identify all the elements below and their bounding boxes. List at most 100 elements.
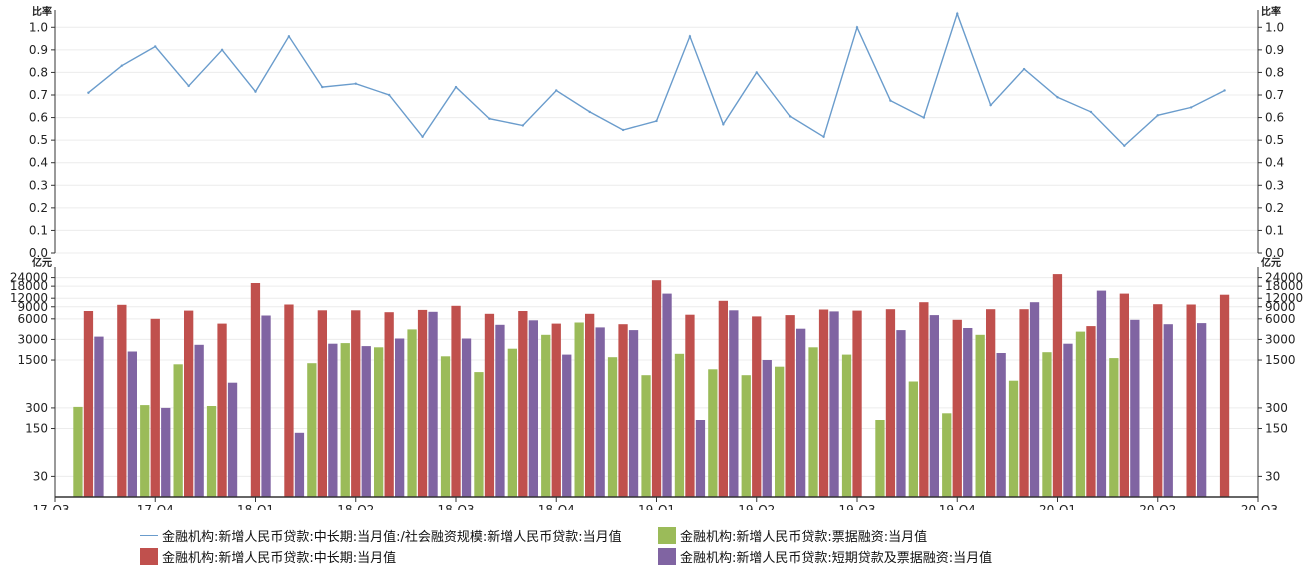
medium-long-term-loan-bar (1052, 274, 1063, 497)
bill-financing-bar (407, 329, 417, 497)
short-term-and-bill-bar (662, 293, 672, 497)
top-right-tick-label: 0.1 (1265, 223, 1284, 237)
bill-financing-bar (775, 366, 785, 497)
bill-financing-bar (541, 334, 551, 497)
bottom-left-tick-label: 1500 (17, 353, 48, 367)
medium-long-term-loan-bar (785, 315, 795, 497)
top-right-tick-label: 1.0 (1265, 20, 1284, 34)
ratio-line-point (521, 124, 525, 127)
medium-long-term-loan-bar (651, 280, 662, 497)
x-tick-label: 19-Q3 (838, 503, 875, 510)
medium-long-term-loan-bar (885, 309, 896, 497)
bill-financing-bar (607, 357, 618, 497)
short-term-and-bill-bar (996, 353, 1006, 497)
medium-long-term-loan-bar (1086, 326, 1096, 497)
medium-long-term-loan-bar (952, 319, 962, 497)
legend-green-series: 金融机构:新增人民币贷款:票据融资:当月值 (658, 526, 927, 545)
medium-long-term-loan-bar (718, 300, 728, 497)
bottom-right-tick-label: 12000 (1265, 291, 1303, 305)
bottom-left-unit-label: 亿元 (32, 256, 52, 269)
bottom-left-tick-label: 24000 (10, 271, 48, 285)
top-right-tick-label: 0.0 (1265, 246, 1284, 260)
short-term-and-bill-bar (428, 311, 438, 497)
top-left-unit-label: 比率 (32, 5, 52, 18)
ratio-line-point (1223, 89, 1226, 92)
medium-long-term-loan-bar (518, 311, 528, 497)
bottom-right-unit-label: 亿元 (1261, 256, 1281, 269)
short-term-and-bill-bar (161, 407, 171, 497)
ratio-line-point (822, 135, 825, 138)
ratio-line-point (621, 128, 625, 132)
top-left-tick-label: 1.0 (29, 20, 48, 34)
bill-financing-bar (307, 363, 317, 497)
legend-purple-label: 金融机构:新增人民币贷款:短期贷款及票据融资:当月值 (680, 551, 993, 566)
bottom-right-tick-label: 9000 (1265, 300, 1296, 314)
bill-financing-bar (1008, 380, 1019, 497)
ratio-line-point (488, 117, 491, 120)
ratio-line-point (655, 119, 658, 123)
medium-long-term-loan-bar (919, 302, 929, 497)
short-term-and-bill-bar (695, 420, 706, 497)
ratio-line-point (254, 90, 257, 93)
bottom-right-tick-label: 150 (1265, 422, 1288, 436)
short-term-and-bill-bar (227, 382, 238, 497)
legend-purple-series: 金融机构:新增人民币贷款:短期贷款及票据融资:当月值 (658, 547, 992, 566)
ratio-line-point (321, 85, 324, 89)
ratio-line-point (220, 48, 224, 52)
bill-financing-bar (641, 375, 651, 497)
top-left-tick-label: 0.4 (29, 156, 48, 170)
x-tick-label: 18-Q2 (337, 503, 374, 510)
top-left-tick-label: 0.3 (29, 178, 48, 192)
top-left-tick-label: 0.9 (29, 43, 48, 57)
ratio-line-point (187, 84, 190, 88)
short-term-and-bill-bar (1197, 323, 1207, 497)
ratio-line-point (956, 12, 959, 15)
bill-financing-bar (975, 334, 985, 497)
top-left-tick-label: 0.8 (29, 65, 48, 79)
medium-long-term-loan-bar (585, 313, 595, 497)
bill-financing-bar (741, 375, 751, 497)
bottom-left-tick-label: 150 (25, 422, 48, 436)
short-term-and-bill-bar (562, 354, 572, 497)
x-tick-label: 17-Q4 (137, 503, 174, 510)
medium-long-term-loan-bar (117, 304, 127, 497)
ratio-line-point (989, 103, 992, 107)
top-right-tick-label: 0.5 (1265, 133, 1284, 147)
short-term-and-bill-bar (361, 346, 371, 497)
ratio-line-point (788, 115, 792, 118)
bill-financing-bar (474, 372, 484, 497)
ratio-line-point (722, 123, 725, 126)
legend-red-series: 金融机构:新增人民币贷款:中长期:当月值 (140, 547, 396, 566)
x-tick-label: 20-Q1 (1039, 503, 1076, 510)
legend-line-swatch (140, 535, 158, 536)
short-term-and-bill-bar (395, 338, 405, 497)
bottom-left-tick-label: 18000 (10, 279, 48, 293)
medium-long-term-loan-bar (618, 324, 628, 497)
short-term-and-bill-bar (528, 320, 538, 497)
short-term-and-bill-bar (261, 315, 271, 497)
short-term-and-bill-bar (328, 343, 338, 497)
chart-canvas: 0.0 0.0 0.1 0.1 0.2 0.2 0.3 0.3 0.4 0.4 0.5 0.5 0.6 0… (10, 5, 1303, 510)
short-term-and-bill-bar (762, 360, 772, 497)
x-tick-label: 19-Q2 (738, 503, 775, 510)
bottom-right-tick-label: 24000 (1265, 271, 1303, 285)
bill-financing-bar (1075, 331, 1086, 497)
ratio-line-point (287, 35, 291, 38)
bill-financing-bar (340, 343, 350, 497)
short-term-and-bill-bar (1029, 302, 1040, 497)
medium-long-term-loan-bar (384, 312, 394, 497)
bottom-left-tick-label: 300 (25, 401, 48, 415)
top-right-unit-label: 比率 (1261, 5, 1281, 18)
medium-long-term-loan-bar (551, 323, 561, 497)
short-term-and-bill-bar (1163, 324, 1173, 497)
short-term-and-bill-bar (194, 344, 204, 497)
bill-financing-bar (206, 406, 217, 497)
medium-long-term-loan-bar (250, 283, 261, 497)
bottom-left-tick-label: 12000 (10, 291, 48, 305)
short-term-and-bill-bar (963, 328, 973, 497)
ratio-line-point (922, 116, 926, 119)
top-left-tick-label: 0.1 (29, 223, 48, 237)
bill-financing-bar (507, 348, 517, 497)
x-tick-label: 20-Q3 (1241, 503, 1278, 510)
medium-long-term-loan-bar (986, 309, 996, 497)
